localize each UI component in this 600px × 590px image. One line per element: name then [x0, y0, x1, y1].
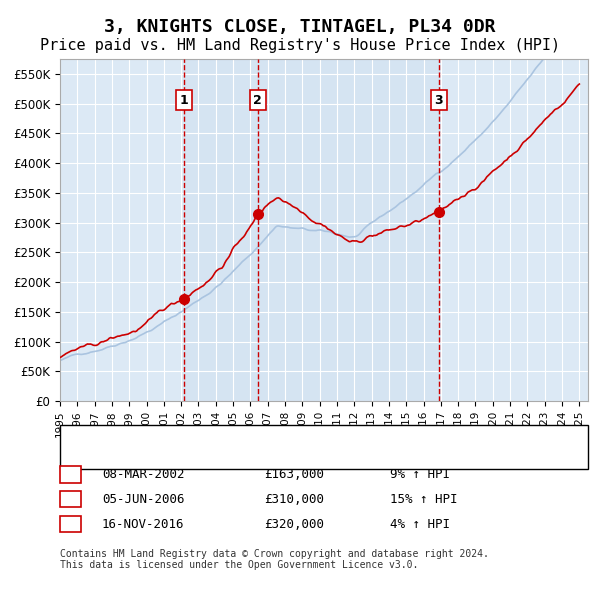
Text: 16-NOV-2016: 16-NOV-2016	[102, 518, 185, 531]
Bar	[184, 59, 258, 401]
Text: Price paid vs. HM Land Registry's House Price Index (HPI): Price paid vs. HM Land Registry's House …	[40, 38, 560, 53]
Text: 1: 1	[180, 94, 188, 107]
Text: 9% ↑ HPI: 9% ↑ HPI	[390, 468, 450, 481]
Text: £310,000: £310,000	[264, 493, 324, 506]
Text: £163,000: £163,000	[264, 468, 324, 481]
Text: 3, KNIGHTS CLOSE, TINTAGEL, PL34 0DR: 3, KNIGHTS CLOSE, TINTAGEL, PL34 0DR	[104, 18, 496, 36]
Text: Contains HM Land Registry data © Crown copyright and database right 2024.
This d: Contains HM Land Registry data © Crown c…	[60, 549, 489, 571]
Text: 1: 1	[67, 468, 74, 481]
Text: 2: 2	[253, 94, 262, 107]
Text: 3: 3	[434, 94, 443, 107]
Text: 08-MAR-2002: 08-MAR-2002	[102, 468, 185, 481]
Text: 2: 2	[67, 493, 74, 506]
Text: £320,000: £320,000	[264, 518, 324, 531]
Text: 3, KNIGHTS CLOSE, TINTAGEL, PL34 0DR (detached house): 3, KNIGHTS CLOSE, TINTAGEL, PL34 0DR (de…	[105, 432, 463, 442]
Text: 4% ↑ HPI: 4% ↑ HPI	[390, 518, 450, 531]
Bar	[258, 59, 439, 401]
Text: 15% ↑ HPI: 15% ↑ HPI	[390, 493, 458, 506]
Text: HPI: Average price, detached house, Cornwall: HPI: Average price, detached house, Corn…	[105, 452, 402, 461]
Text: 05-JUN-2006: 05-JUN-2006	[102, 493, 185, 506]
Text: 3: 3	[67, 518, 74, 531]
